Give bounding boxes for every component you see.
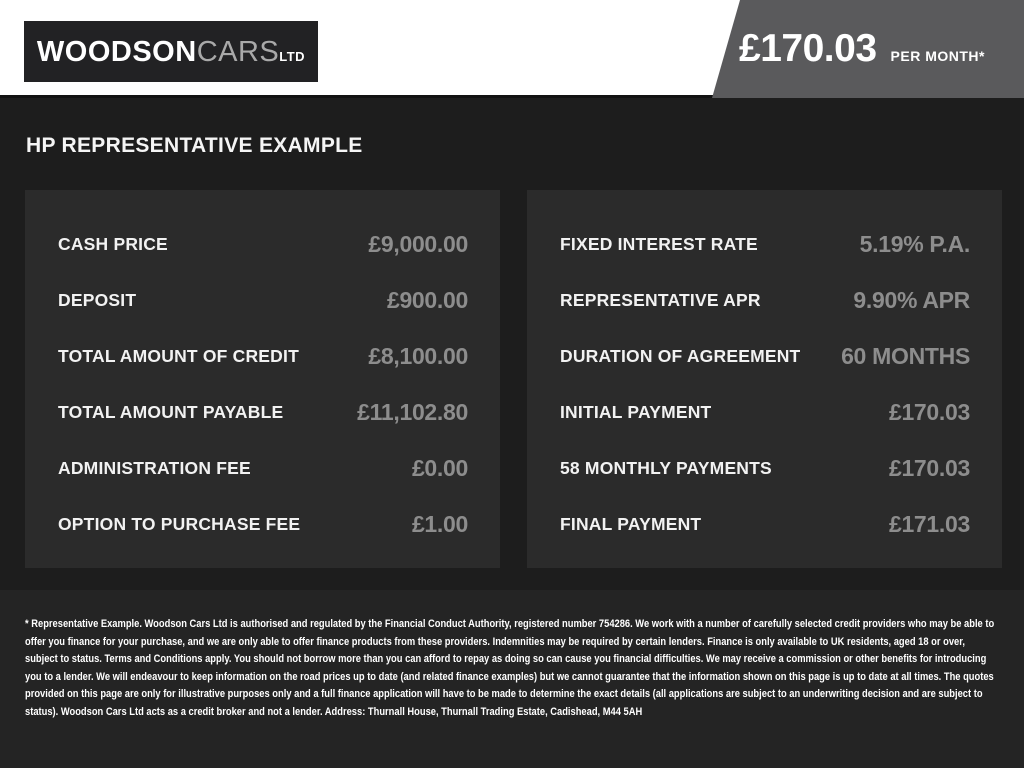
finance-row-cash-price: CASH PRICE £9,000.00 [25,216,500,272]
finance-row-label: INITIAL PAYMENT [560,401,712,422]
logo-text-woodson: WOODSON [36,36,197,68]
finance-row-value: £9,000.00 [368,230,468,257]
page-title: HP REPRESENTATIVE EXAMPLE [26,134,363,157]
finance-row-duration: DURATION OF AGREEMENT 60 MONTHS [527,328,1002,384]
finance-panel-amounts: CASH PRICE £9,000.00 DEPOSIT £900.00 TOT… [25,190,500,568]
finance-row-total-credit: TOTAL AMOUNT OF CREDIT £8,100.00 [25,328,500,384]
footer: * Representative Example. Woodson Cars L… [0,590,1024,768]
finance-row-value: £171.03 [888,510,970,537]
logo-text-cars: CARS [196,36,280,68]
finance-row-label: 58 MONTHLY PAYMENTS [560,457,772,478]
woodson-cars-logo: WOODSON CARS LTD [24,21,318,82]
monthly-price-amount: £170.03 [739,27,877,70]
finance-row-deposit: DEPOSIT £900.00 [25,272,500,328]
finance-row-monthly-payments: 58 MONTHLY PAYMENTS £170.03 [527,440,1002,496]
finance-row-value: 9.90% APR [853,286,970,313]
finance-row-label: ADMINISTRATION FEE [58,457,251,478]
header: WOODSON CARS LTD £170.03 PER MONTH* [0,0,1024,98]
finance-row-label: TOTAL AMOUNT OF CREDIT [58,345,299,366]
finance-row-label: FIXED INTEREST RATE [560,233,758,254]
monthly-price-suffix: PER MONTH* [890,48,985,64]
finance-row-value: £900.00 [386,286,468,313]
finance-row-final-payment: FINAL PAYMENT £171.03 [527,496,1002,552]
finance-row-label: DEPOSIT [58,289,137,310]
logo-text-ltd: LTD [279,49,306,64]
finance-row-value: £8,100.00 [368,342,468,369]
main-content: HP REPRESENTATIVE EXAMPLE CASH PRICE £9,… [0,98,1024,590]
finance-row-option-fee: OPTION TO PURCHASE FEE £1.00 [25,496,500,552]
finance-row-label: REPRESENTATIVE APR [560,289,761,310]
finance-row-label: DURATION OF AGREEMENT [560,345,801,366]
finance-row-label: FINAL PAYMENT [560,513,702,534]
finance-row-value: £11,102.80 [357,398,468,425]
finance-row-value: £1.00 [411,510,468,537]
finance-row-interest-rate: FIXED INTEREST RATE 5.19% P.A. [527,216,1002,272]
finance-row-value: 60 MONTHS [841,342,970,369]
finance-row-initial-payment: INITIAL PAYMENT £170.03 [527,384,1002,440]
finance-row-value: 5.19% P.A. [859,230,971,257]
finance-row-label: TOTAL AMOUNT PAYABLE [58,401,284,422]
finance-row-value: £170.03 [888,454,970,481]
finance-row-value: £0.00 [411,454,468,481]
finance-panel-rates: FIXED INTEREST RATE 5.19% P.A. REPRESENT… [527,190,1002,568]
finance-row-admin-fee: ADMINISTRATION FEE £0.00 [25,440,500,496]
representative-example-disclaimer: * Representative Example. Woodson Cars L… [25,618,995,718]
finance-row-label: OPTION TO PURCHASE FEE [58,513,301,534]
finance-row-total-payable: TOTAL AMOUNT PAYABLE £11,102.80 [25,384,500,440]
finance-row-value: £170.03 [888,398,970,425]
finance-row-apr: REPRESENTATIVE APR 9.90% APR [527,272,1002,328]
monthly-price-badge: £170.03 PER MONTH* [712,0,1024,98]
finance-row-label: CASH PRICE [58,233,168,254]
finance-panels: CASH PRICE £9,000.00 DEPOSIT £900.00 TOT… [0,190,1024,568]
